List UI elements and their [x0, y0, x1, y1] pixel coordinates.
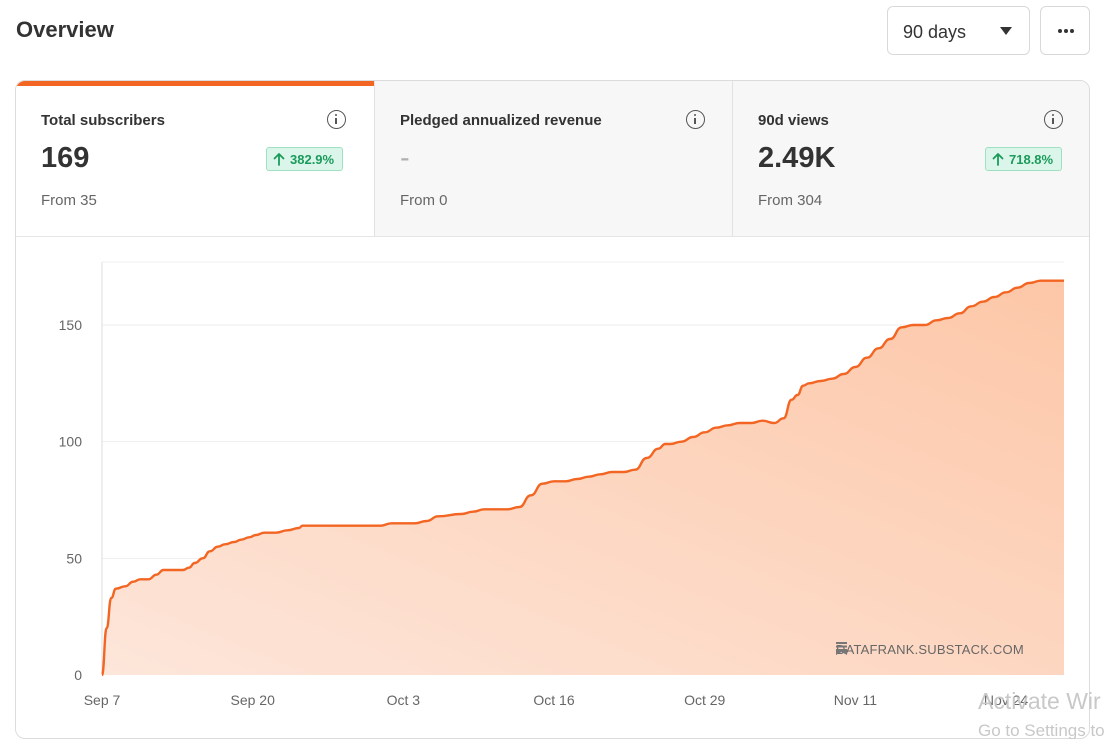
y-tick-label: 50 [66, 550, 82, 566]
info-icon[interactable] [1044, 110, 1063, 129]
change-badge: 382.9% [266, 147, 344, 171]
metric-from: From 0 [400, 192, 448, 209]
x-tick-label: Nov 24 [984, 692, 1029, 708]
date-range-value: 90 days [903, 22, 967, 42]
metric-value: 169 [41, 142, 90, 174]
x-tick-label: Oct 3 [387, 692, 421, 708]
subscribers-chart: 0 50 100 150 Sep 7 Sep 20 Oct 3 Oct 16 Oct 29 Nov… [16, 238, 1089, 738]
more-options-button[interactable] [1040, 6, 1090, 55]
change-value: 382.9% [290, 151, 335, 167]
change-value: 718.8% [1009, 151, 1054, 167]
info-icon[interactable] [686, 110, 705, 129]
x-tick-label: Oct 16 [533, 692, 574, 708]
caret-down-icon [1000, 27, 1012, 35]
metric-value: 2.49K [758, 142, 836, 174]
metric-label: Pledged annualized revenue [400, 112, 602, 129]
date-range-select[interactable]: 90 days [887, 6, 1030, 55]
chart-svg: 0 50 100 150 Sep 7 Sep 20 Oct 3 Oct 16 Oct 29 Nov… [59, 261, 1064, 708]
metric-value: - [400, 142, 410, 174]
info-icon[interactable] [327, 110, 346, 129]
x-tick-label: Sep 7 [84, 692, 121, 708]
metric-tab-total-subscribers[interactable]: Total subscribers 169 382.9% From 35 [16, 81, 374, 237]
metric-label: Total subscribers [41, 112, 165, 129]
windows-activation-title: Activate Wir [978, 688, 1101, 714]
metric-from: From 304 [758, 192, 823, 209]
more-dot [1070, 29, 1074, 33]
y-tick-label: 0 [74, 667, 82, 683]
metric-from: From 35 [41, 192, 97, 209]
arrow-up-icon [273, 153, 285, 166]
change-badge: 718.8% [985, 147, 1063, 171]
metric-tab-pledged-revenue[interactable]: Pledged annualized revenue - From 0 [374, 81, 732, 237]
x-tick-label: Oct 29 [684, 692, 725, 708]
windows-activation-subtitle: Go to Settings to [978, 721, 1105, 739]
metric-label: 90d views [758, 112, 829, 129]
metric-tab-90d-views[interactable]: 90d views 2.49K 718.8% From 304 [732, 81, 1089, 237]
overview-card: Total subscribers 169 382.9% From 35 Ple… [15, 80, 1090, 739]
watermark-text: DATAFRANK.SUBSTACK.COM [836, 642, 1024, 657]
bookmark-icon [836, 642, 847, 655]
series-line [100, 279, 1064, 677]
y-tick-label: 100 [59, 434, 83, 450]
page-title: Overview [16, 17, 114, 42]
x-tick-label: Sep 20 [230, 692, 275, 708]
active-tab-indicator [16, 81, 374, 86]
more-horizontal-icon [1058, 29, 1062, 33]
arrow-up-icon [992, 153, 1004, 166]
x-tick-label: Nov 11 [834, 692, 878, 708]
watermark: DATAFRANK.SUBSTACK.COM [836, 642, 1024, 657]
more-dot [1064, 29, 1068, 33]
y-tick-label: 150 [59, 317, 83, 333]
